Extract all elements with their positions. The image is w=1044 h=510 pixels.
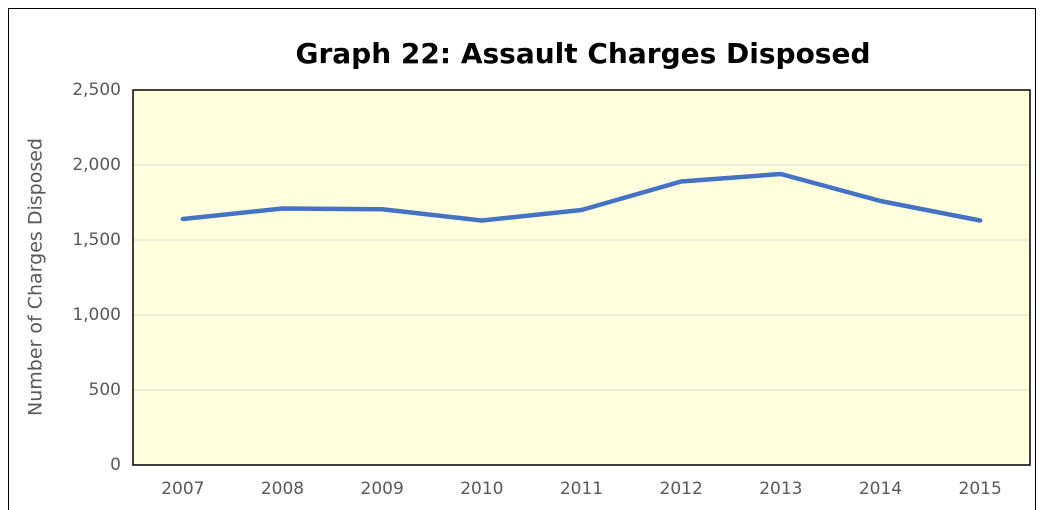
x-tick-label: 2013 [759,479,802,499]
x-tick-label: 2015 [959,479,1002,499]
x-tick-label: 2011 [560,479,603,499]
x-tick-label: 2009 [361,479,404,499]
x-tick-label: 2010 [460,479,503,499]
y-tick-label: 1,500 [72,230,121,250]
x-tick-label: 2012 [660,479,703,499]
data-line [180,171,983,223]
x-tick-label: 2007 [161,479,204,499]
y-tick-label: 0 [110,455,121,475]
plot-border [132,89,1031,466]
y-tick-label: 2,500 [72,80,121,100]
x-tick-label: 2008 [261,479,304,499]
y-tick-label: 500 [89,380,121,400]
plot-area [133,90,1030,465]
chart-title: Graph 22: Assault Charges Disposed [296,37,871,70]
y-tick-label: 1,000 [72,305,121,325]
x-tick-label: 2014 [859,479,902,499]
y-axis-label: Number of Charges Disposed [25,138,47,416]
y-tick-label: 2,000 [72,155,121,175]
